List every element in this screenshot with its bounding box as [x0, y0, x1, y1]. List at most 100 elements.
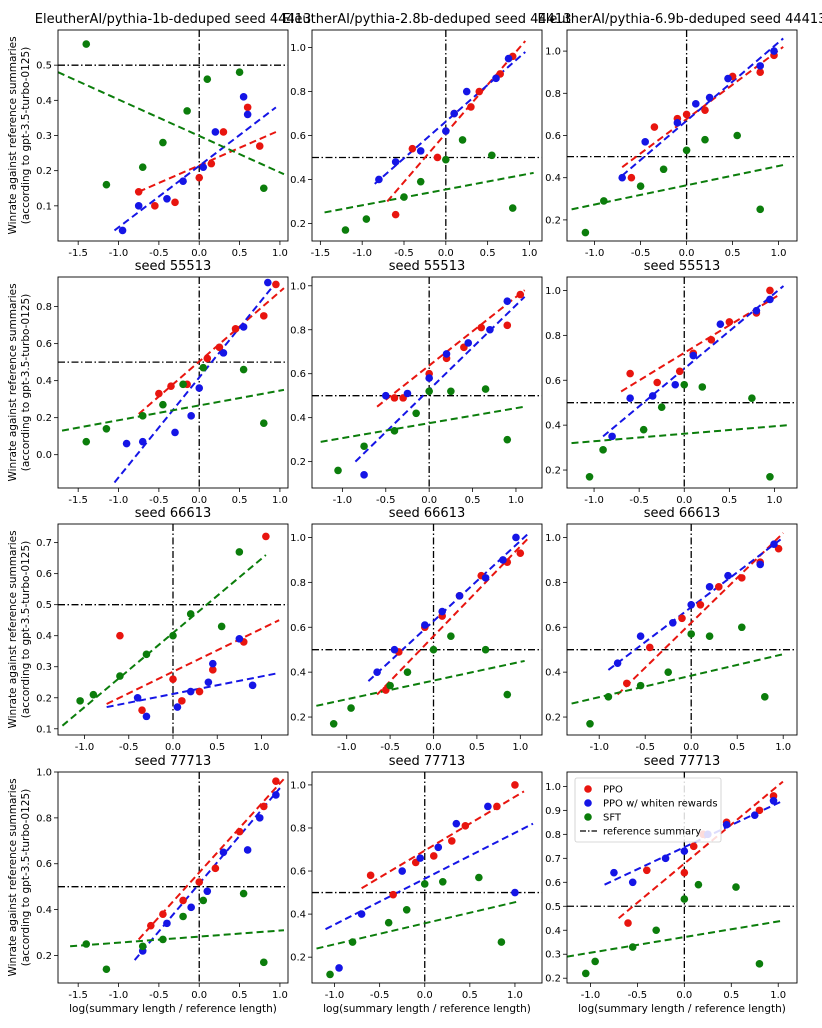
sft-point [259, 184, 268, 193]
chart-title: seed 77713 [135, 754, 212, 769]
sft-fit-line [567, 919, 784, 958]
whiten-point [752, 306, 761, 315]
chart-panel: seed 55513 -1.0 -0.5 0.0 0.5 1.0 0.2 0.4 0.6 0.8 1… [545, 259, 798, 506]
x-tick-label: -0.5 [376, 495, 396, 506]
sft-point [497, 938, 506, 946]
whiten-point [610, 868, 618, 877]
ppo-point [235, 827, 244, 836]
x-axis-label: log(summary length / reference length) [578, 1003, 786, 1015]
y-tick-label: 1.0 [545, 782, 561, 793]
chart-title: seed 66613 [135, 506, 212, 521]
plot-content [567, 772, 797, 983]
sft-point [386, 681, 394, 690]
y-axis-label-line2: (according to gpt-3.5-turbo-0125) [20, 541, 32, 718]
y-axis-label-line2: (according to gpt-3.5-turbo-0125) [20, 47, 32, 224]
whiten-point [195, 384, 204, 392]
y-tick-label: 1.0 [545, 533, 561, 544]
ppo-point [178, 697, 186, 705]
legend-label: PPO [603, 785, 623, 796]
chart-panel: seed 77713 -1.0 -0.5 0.0 0.5 1.0 0.2 0.3 0.4 0.5 0… [545, 754, 798, 1015]
sft-point [384, 918, 393, 927]
whiten-point [671, 380, 680, 389]
legend-sft-swatch [584, 813, 592, 821]
y-tick-label: 0.4 [290, 175, 306, 186]
sft-point [334, 466, 342, 475]
sft-point [628, 943, 637, 951]
ppo-point [262, 532, 270, 541]
y-tick-label: 0.6 [290, 369, 306, 380]
axes-frame [311, 771, 543, 984]
y-tick-label: 0.2 [36, 166, 52, 177]
sft-point [738, 623, 746, 632]
legend-label: PPO w/ whiten rewards [603, 799, 718, 810]
sft-point [199, 363, 208, 372]
sft-point [138, 412, 147, 420]
x-tick-label: 0.0 [676, 990, 692, 1001]
ppo-point [195, 173, 204, 182]
sft-point [82, 40, 91, 48]
sft-point [600, 197, 608, 205]
plot-area [312, 277, 542, 488]
x-tick-label: 1.0 [766, 495, 782, 506]
y-tick-label: 0.8 [545, 331, 561, 342]
whiten-point [438, 607, 446, 616]
ppo-point [461, 822, 470, 830]
sft-point [481, 385, 490, 393]
sft-point [586, 719, 594, 728]
ppo-fit-line [138, 131, 277, 193]
whiten-point [142, 712, 151, 721]
y-tick-label: 0.4 [36, 631, 52, 642]
whiten-point [219, 848, 228, 857]
whiten-point [641, 138, 649, 146]
sft-point [116, 672, 124, 680]
sft-point [680, 380, 689, 389]
sft-point [390, 427, 399, 435]
y-tick-label: 0.8 [36, 302, 52, 313]
axes-frame [566, 29, 798, 242]
sft-point [159, 400, 167, 409]
y-tick-label: 0.2 [290, 953, 306, 964]
chart-title: seed 55513 [644, 259, 721, 274]
sft-point [481, 645, 490, 654]
ppo-point [689, 842, 698, 851]
sft-fit-line [61, 554, 267, 727]
x-tick-label: -1.0 [584, 495, 604, 506]
legend-label: SFT [603, 813, 622, 824]
whiten-point [118, 226, 127, 235]
y-tick-label: 0.2 [545, 713, 561, 724]
whiten-point [243, 846, 252, 854]
plot-content [58, 524, 288, 735]
whiten-point [381, 391, 390, 400]
y-tick-label: 0.6 [36, 339, 52, 350]
ppo-point [725, 318, 734, 326]
sft-point [159, 138, 167, 147]
chart-title: EleutherAI/pythia-2.8b-deduped seed 4441… [283, 12, 572, 27]
ppo-point [680, 868, 689, 877]
sft-point [89, 690, 98, 699]
sft-point [179, 912, 187, 921]
y-tick-label: 1.0 [36, 768, 52, 779]
x-tick-label: 0.0 [191, 990, 207, 1001]
ppo-fit-line [616, 532, 784, 696]
sft-point [239, 365, 248, 374]
whiten-point [722, 820, 731, 829]
plot-area [58, 30, 288, 241]
sft-point [687, 630, 695, 638]
ppo-point [255, 142, 264, 150]
x-tick-label: -0.5 [631, 248, 651, 259]
y-tick-label: 0.5 [545, 902, 561, 913]
y-tick-label: 0.6 [545, 623, 561, 634]
sft-fit-line [320, 405, 525, 443]
axes-frame [566, 771, 798, 984]
chart-panel: seed 77713 -1.5 -1.0 -0.5 0.0 0.5 1.0 0.2 0.4 0.6… [7, 754, 289, 1015]
ppo-point [155, 389, 163, 398]
sft-point [400, 193, 408, 201]
whiten-point [416, 147, 425, 155]
y-tick-label: 0.3 [545, 950, 561, 961]
y-tick-label: 0.0 [36, 450, 52, 461]
sft-point [733, 131, 741, 140]
ppo-point [391, 210, 400, 219]
y-tick-label: 0.8 [290, 578, 306, 589]
ppo-point [675, 367, 684, 376]
ppo-fit-line [376, 289, 526, 408]
